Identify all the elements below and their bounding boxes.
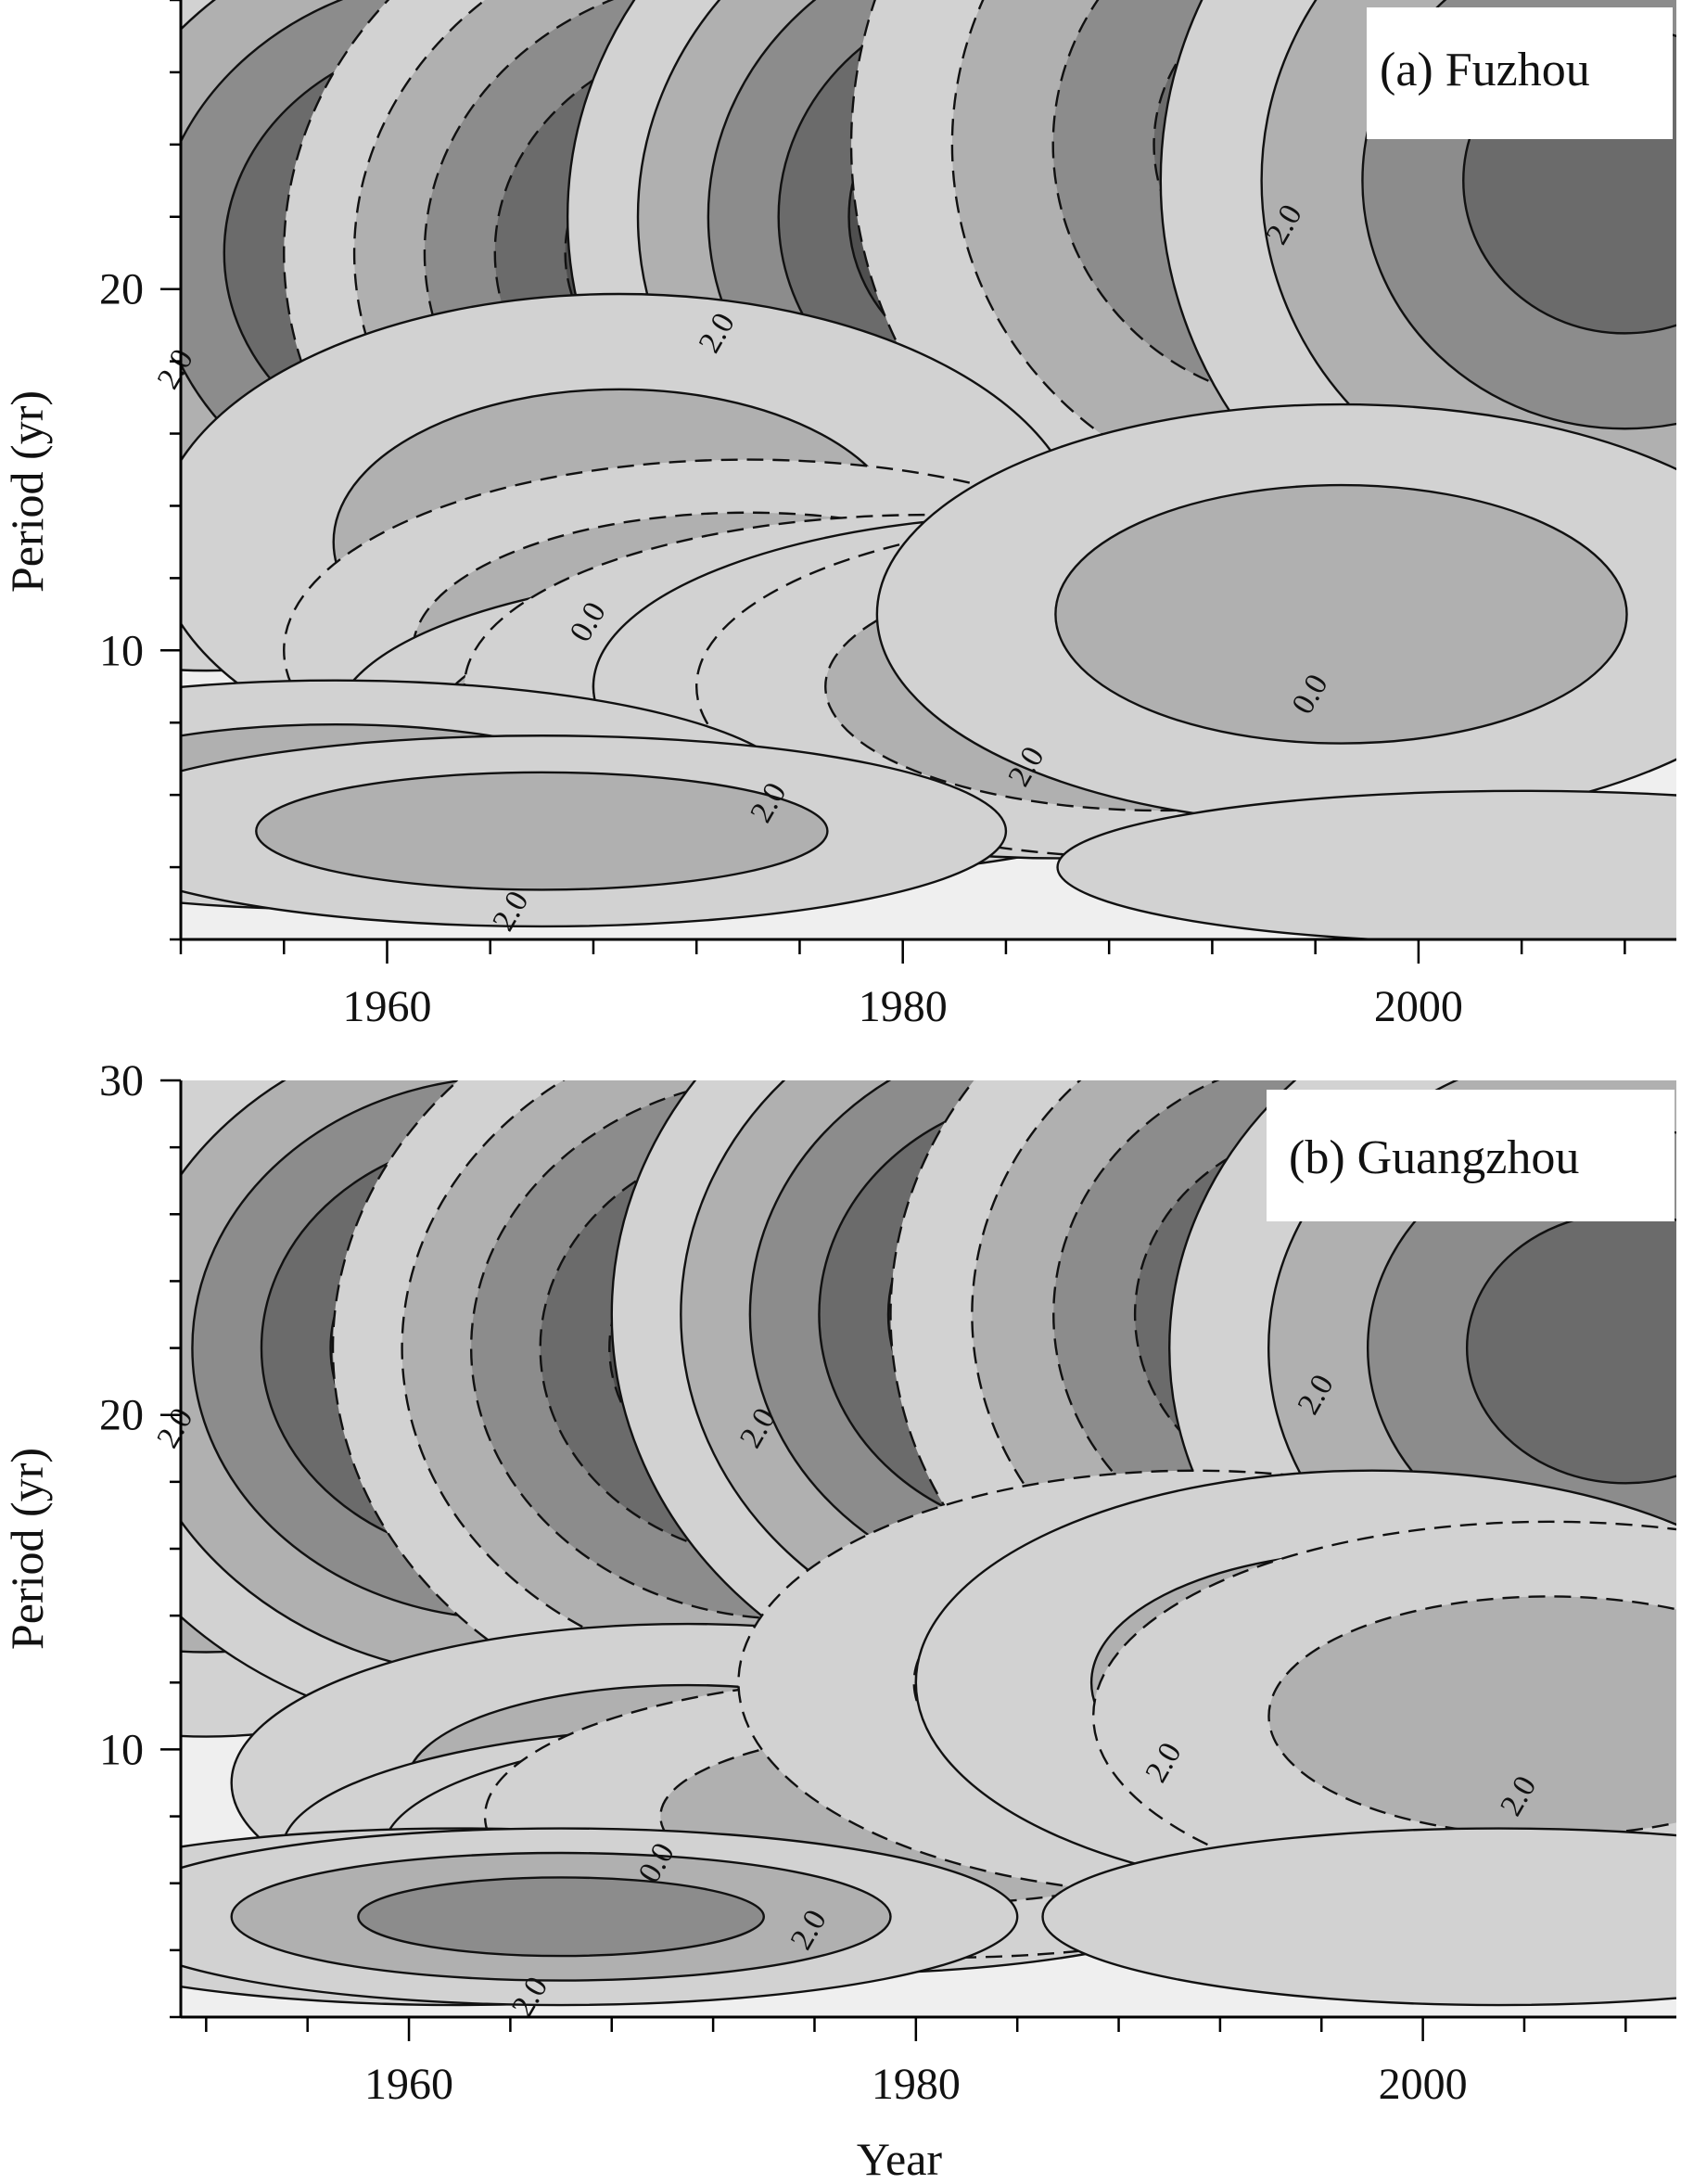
x-ticks-a: 1960 1980 2000	[179, 939, 1626, 1031]
contour-cell	[181, 1827, 1019, 2007]
contour-level	[255, 771, 829, 891]
x-tick-label: 2000	[1379, 2060, 1468, 2109]
y-axis-title-b: Period (yr)	[1, 1448, 53, 1650]
x-axis-title: Year	[857, 2133, 942, 2184]
x-tick-label: 1960	[342, 982, 431, 1031]
panel-fuzhou: 2.02.02.00.02.02.00.02.0 (a) Fuzhou 1020…	[1, 0, 1676, 1031]
panel-label-box-a: (a) Fuzhou	[1367, 7, 1673, 139]
contour-cell	[181, 734, 1007, 928]
y-tick-label: 10	[99, 626, 144, 675]
panel-label-fuzhou: (a) Fuzhou	[1380, 44, 1590, 96]
x-tick-label: 2000	[1374, 982, 1463, 1031]
contour-level	[1041, 1827, 1676, 2007]
x-tick-label: 1960	[364, 2060, 453, 2109]
contour-cell	[1056, 789, 1676, 939]
contour-cell	[875, 402, 1676, 825]
x-tick-label: 1980	[859, 982, 948, 1031]
y-tick-label: 10	[99, 1725, 144, 1774]
y-ticks-a: 10 20	[99, 0, 181, 941]
x-tick-label: 1980	[872, 2060, 961, 2109]
contour-level	[1056, 789, 1676, 939]
panel-label-box-b: (b) Guangzhou	[1267, 1090, 1675, 1221]
y-axis-title-a: Period (yr)	[1, 390, 53, 593]
y-ticks-b: 10 20 30	[99, 1056, 181, 2019]
panel-guangzhou: 2.0 2.02.00.02.02.02.02.0 (b) Guangzhou 1…	[1, 1056, 1676, 2184]
y-tick-label: 30	[99, 1056, 144, 1105]
contour-level	[357, 1876, 765, 1958]
contour-field-b	[181, 1080, 1676, 2007]
y-tick-label: 20	[99, 1391, 144, 1440]
contour-cell	[1041, 1827, 1676, 2007]
x-ticks-b: 1960 1980 2000	[205, 2017, 1627, 2109]
contour-level	[1054, 483, 1628, 745]
y-tick-label: 20	[99, 265, 144, 314]
panel-label-guangzhou: (b) Guangzhou	[1289, 1131, 1579, 1184]
contour-field-a	[181, 0, 1676, 939]
